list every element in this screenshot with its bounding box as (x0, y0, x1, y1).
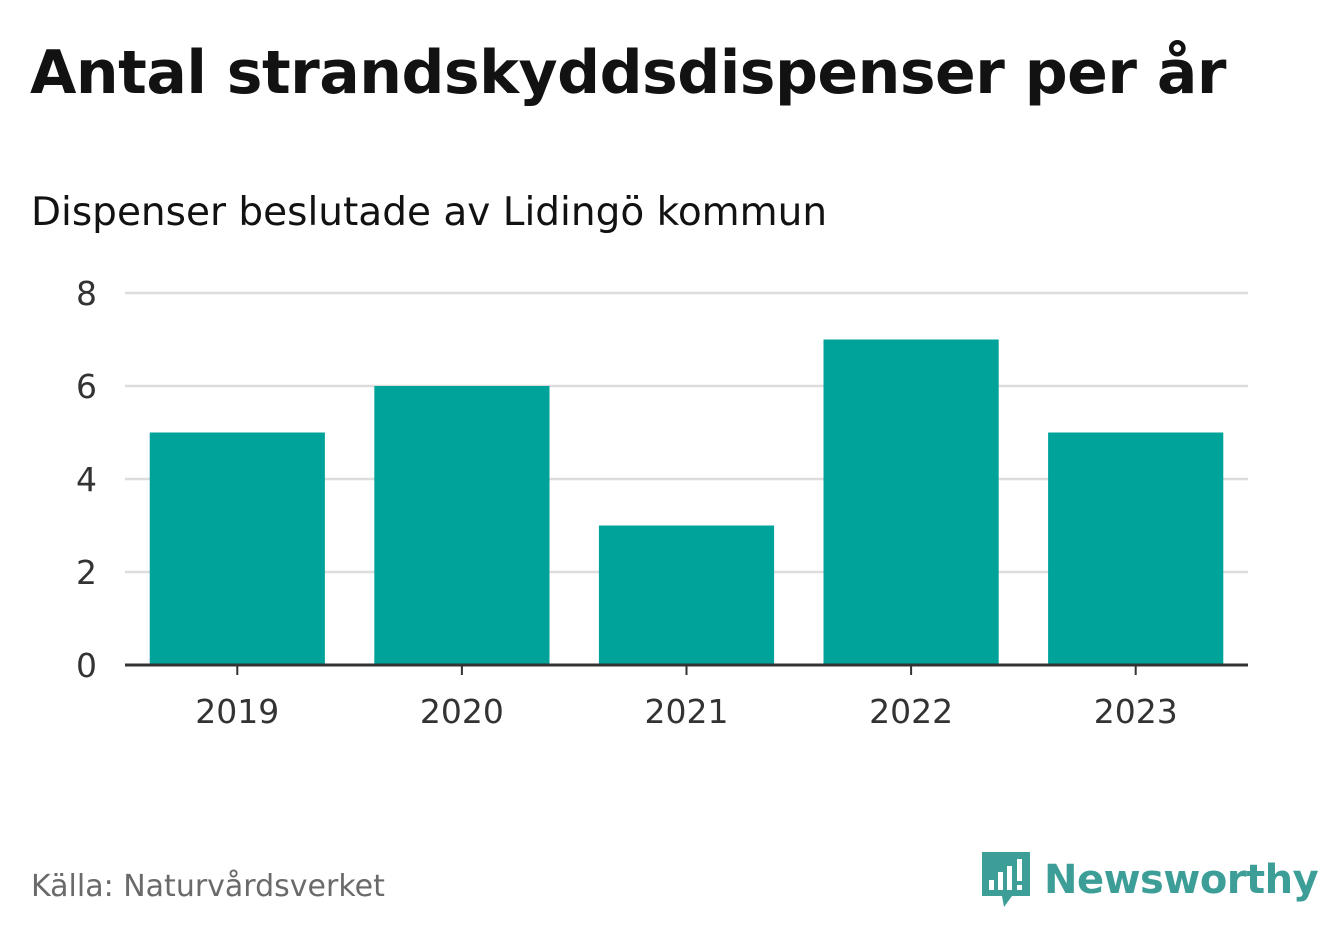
y-tick-label: 8 (76, 274, 97, 313)
x-tick-label: 2021 (645, 692, 729, 731)
chart-title: Antal strandskyddsdispenser per år (30, 38, 1226, 108)
y-tick-label: 0 (76, 646, 97, 685)
source-note: Källa: Naturvårdsverket (31, 869, 385, 904)
x-tick-label: 2019 (195, 692, 279, 731)
bar-2021 (598, 525, 775, 665)
y-tick-label: 6 (76, 367, 97, 406)
y-tick-label: 4 (76, 460, 97, 499)
bar-2019 (149, 432, 325, 665)
brand-logo: Newsworthy (980, 850, 1319, 910)
x-tick-label: 2023 (1094, 692, 1178, 731)
newsworthy-logo-icon (982, 852, 1030, 907)
bar-2023 (1048, 432, 1224, 665)
bar-2022 (823, 339, 999, 665)
y-tick-label: 2 (76, 553, 97, 592)
bar-2020 (374, 386, 550, 665)
x-tick-label: 2022 (869, 692, 953, 731)
brand-name: Newsworthy (1044, 857, 1319, 903)
chart-subtitle: Dispenser beslutade av Lidingö kommun (31, 190, 828, 235)
x-tick-label: 2020 (420, 692, 504, 731)
